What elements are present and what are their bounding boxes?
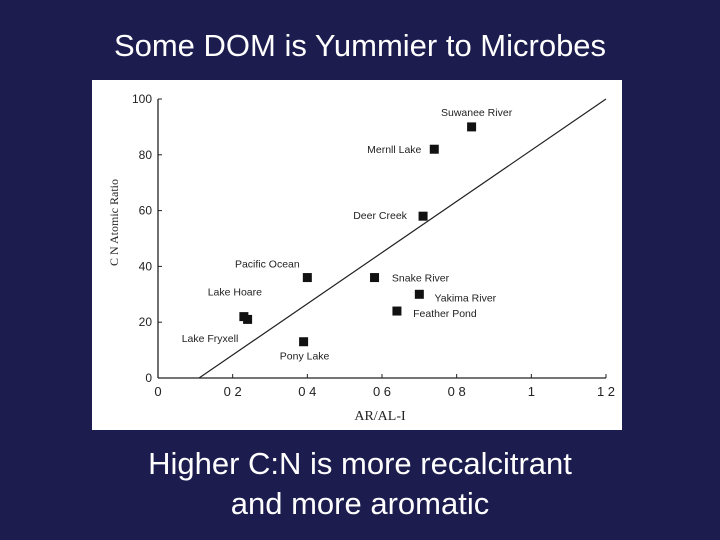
y-tick-label: 20 bbox=[139, 315, 153, 329]
data-point-marker bbox=[370, 273, 380, 283]
data-point-label: Pony Lake bbox=[280, 351, 330, 363]
data-point-label: Suwanee River bbox=[441, 107, 513, 119]
x-tick-label: 1 2 bbox=[597, 384, 615, 399]
scatter-chart: 0 20 40 60 80 100 0 0 2 0 4 0 6 0 8 1 1 2 AR/AL-I C N … bbox=[107, 92, 615, 424]
y-tick-label: 40 bbox=[139, 259, 153, 273]
data-point-marker bbox=[243, 314, 253, 324]
x-tick-label: 1 bbox=[528, 384, 535, 399]
caption-line-1: Higher C:N is more recalcitrant bbox=[148, 446, 572, 481]
x-tick-label: 0 bbox=[154, 384, 161, 399]
trend-line bbox=[198, 98, 607, 379]
data-point-label: Deer Creek bbox=[353, 210, 407, 222]
data-point-marker bbox=[467, 122, 477, 132]
y-tick-label: 100 bbox=[132, 92, 152, 106]
y-tick-label: 80 bbox=[139, 148, 153, 162]
x-tick-label: 0 8 bbox=[448, 384, 466, 399]
data-point-marker bbox=[414, 289, 424, 299]
x-tick-label: 0 6 bbox=[373, 384, 391, 399]
data-point-label: Snake River bbox=[392, 273, 450, 285]
data-point-marker bbox=[418, 211, 428, 221]
y-tick-label: 0 bbox=[145, 371, 152, 385]
data-point-marker bbox=[392, 306, 402, 316]
x-tick-label: 0 4 bbox=[298, 384, 316, 399]
x-axis-title: AR/AL-I bbox=[354, 409, 406, 424]
data-point-label: Lake Hoare bbox=[208, 287, 262, 299]
slide-caption: Higher C:N is more recalcitrant and more… bbox=[0, 444, 720, 524]
y-tick-label: 60 bbox=[139, 204, 153, 218]
data-point-label: Lake Fryxell bbox=[182, 333, 239, 345]
caption-line-2: and more aromatic bbox=[230, 486, 490, 521]
chart-figure: 0 20 40 60 80 100 0 0 2 0 4 0 6 0 8 1 1 2 AR/AL-I C N … bbox=[92, 80, 622, 430]
data-point-marker bbox=[299, 337, 309, 347]
data-point-label: Yakima River bbox=[435, 292, 497, 304]
y-axis-title: C N Atomic Ratio bbox=[107, 179, 121, 266]
data-point-label: Feather Pond bbox=[413, 308, 477, 320]
slide-title: Some DOM is Yummier to Microbes bbox=[113, 28, 607, 63]
data-point-label: Mernll Lake bbox=[367, 144, 421, 156]
data-point-marker bbox=[429, 144, 439, 154]
data-point-marker bbox=[302, 273, 312, 283]
x-tick-label: 0 2 bbox=[224, 384, 242, 399]
data-point-label: Pacific Ocean bbox=[235, 259, 300, 271]
